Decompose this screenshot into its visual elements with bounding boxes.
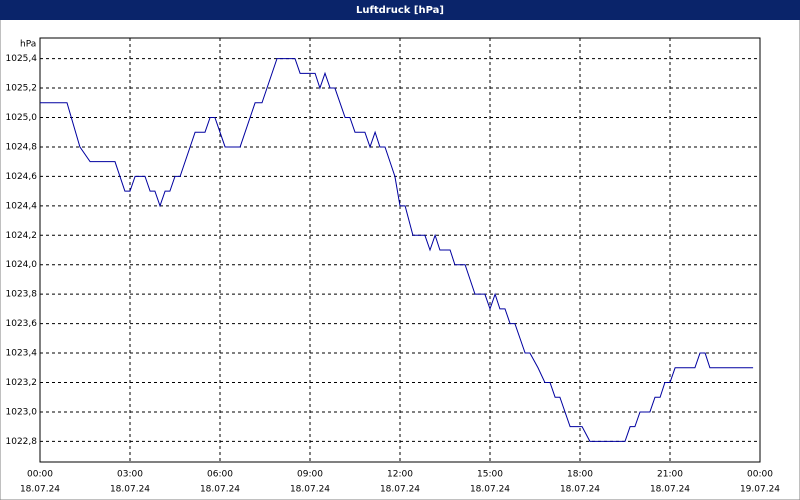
- y-tick-label: 1023,8: [6, 290, 38, 300]
- y-tick-label: 1022,8: [6, 437, 38, 447]
- x-tick-date: 18.07.24: [110, 485, 150, 495]
- x-tick-date: 18.07.24: [20, 485, 60, 495]
- x-tick-date: 18.07.24: [560, 485, 600, 495]
- x-tick-label: 18:00: [567, 470, 593, 480]
- y-tick-label: 1024,0: [6, 260, 38, 270]
- x-tick-label: 06:00: [207, 470, 233, 480]
- chart-title: Luftdruck [hPa]: [356, 5, 444, 16]
- y-tick-label: 1024,8: [6, 142, 38, 152]
- y-tick-label: 1024,2: [6, 231, 38, 241]
- x-tick-label: 03:00: [117, 470, 143, 480]
- y-tick-label: 1024,6: [6, 172, 38, 182]
- x-tick-label: 00:00: [747, 470, 773, 480]
- y-tick-label: 1025,0: [6, 113, 38, 123]
- y-tick-label: 1025,4: [6, 54, 38, 64]
- y-tick-label: 1023,0: [6, 407, 38, 417]
- x-tick-date: 18.07.24: [290, 485, 330, 495]
- x-tick-label: 15:00: [477, 470, 503, 480]
- x-tick-date: 19.07.24: [740, 485, 780, 495]
- y-tick-label: 1024,4: [6, 201, 38, 211]
- x-tick-date: 18.07.24: [470, 485, 510, 495]
- x-tick-label: 09:00: [297, 470, 323, 480]
- x-tick-date: 18.07.24: [650, 485, 690, 495]
- line-series: [40, 58, 754, 442]
- title-bar: [0, 0, 800, 20]
- x-tick-date: 18.07.24: [380, 485, 420, 495]
- y-tick-label: 1025,2: [6, 84, 38, 94]
- x-tick-label: 21:00: [657, 470, 683, 480]
- y-tick-label: 1023,6: [6, 319, 38, 329]
- y-axis-unit: hPa: [20, 40, 36, 50]
- x-tick-label: 12:00: [387, 470, 413, 480]
- y-tick-label: 1023,2: [6, 378, 38, 388]
- y-tick-label: 1023,4: [6, 349, 38, 359]
- x-tick-date: 18.07.24: [200, 485, 240, 495]
- x-tick-label: 00:00: [27, 470, 53, 480]
